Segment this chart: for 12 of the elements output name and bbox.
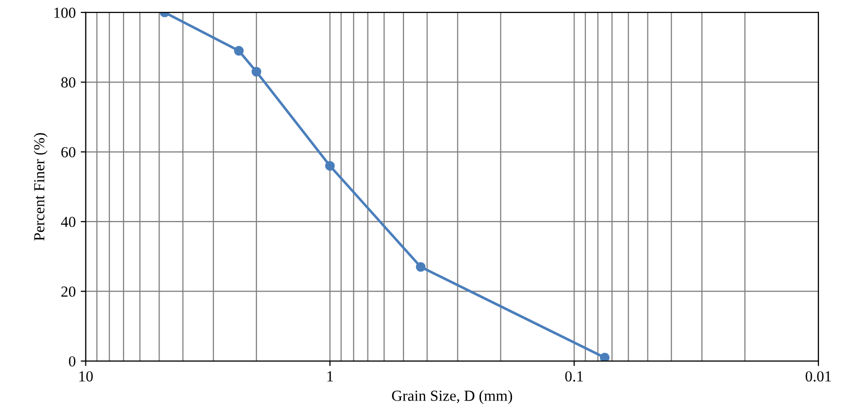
x-tick-label: 1 (327, 371, 333, 382)
y-tick-label: 0 (68, 356, 76, 366)
x-tick-label: 0.1 (565, 371, 583, 382)
y-axis-title: Percent Finer (%) (34, 133, 48, 241)
y-tick-label: 80 (61, 77, 76, 88)
y-tick-label: 100 (54, 8, 76, 18)
y-tick-label: 40 (61, 216, 76, 228)
y-tick-label: 20 (61, 286, 76, 297)
x-tick-label: 10 (79, 371, 93, 382)
x-axis-title: Grain Size, D (mm) (392, 390, 512, 404)
y-tick-label: 60 (61, 147, 76, 158)
x-tick-label: 0.01 (806, 371, 831, 382)
